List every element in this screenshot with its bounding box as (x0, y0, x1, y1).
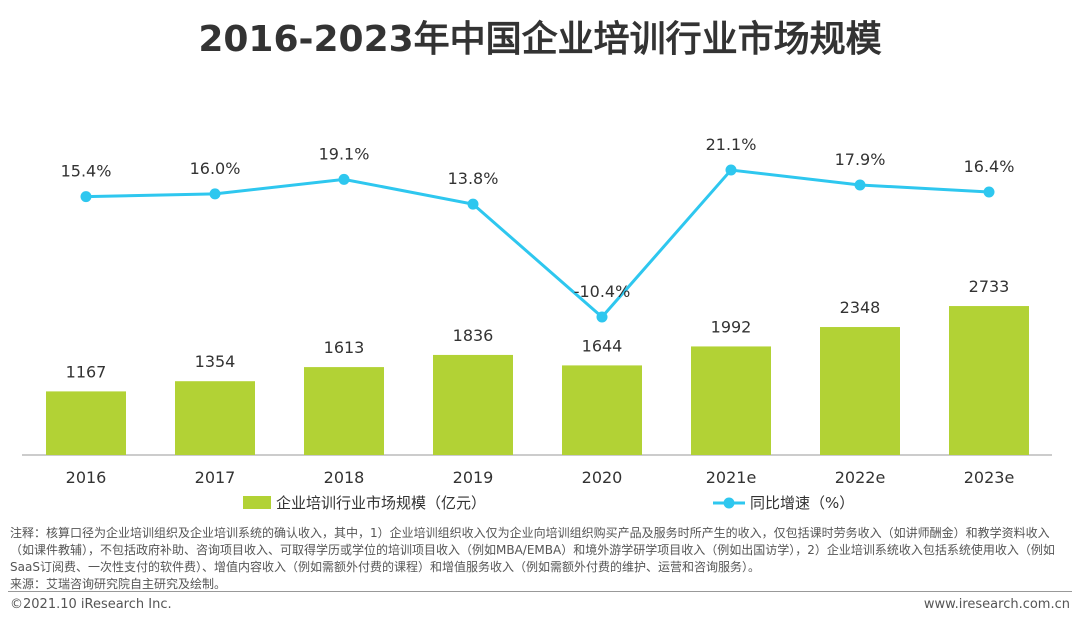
bar-value-label: 2348 (840, 298, 881, 317)
growth-point (596, 311, 608, 323)
bar (175, 381, 255, 455)
growth-value-label: 16.4% (964, 157, 1015, 176)
x-tick-label: 2020 (582, 468, 623, 487)
legend-line-label: 同比增速（%） (750, 494, 854, 512)
growth-value-label: 13.8% (448, 169, 499, 188)
website: www.iresearch.com.cn (923, 597, 1070, 612)
x-tick-label: 2023e (964, 468, 1015, 487)
x-tick-label: 2021e (706, 468, 757, 487)
growth-value-label: 16.0% (190, 159, 241, 178)
bar-value-label: 1836 (453, 326, 494, 345)
divider (8, 591, 1072, 592)
bar (433, 354, 513, 455)
notes-text: 注释：核算口径为企业培训组织及企业培训系统的确认收入，其中，1）企业培训组织收入… (10, 526, 1055, 574)
growth-point (209, 188, 221, 200)
growth-point (80, 191, 92, 203)
growth-value-label: 21.1% (706, 135, 757, 154)
legend-line-marker (723, 497, 735, 509)
x-tick-label: 2017 (195, 468, 236, 487)
copyright: ©2021.10 iResearch Inc. (10, 597, 172, 612)
bar-value-label: 1167 (66, 362, 107, 381)
chart: 1167 2016 1354 2017 1613 2018 1836 2019 1644 2020… (22, 135, 1052, 512)
growth-point (467, 198, 479, 210)
legend-bar-label: 企业培训行业市场规模（亿元） (276, 494, 486, 512)
legend-bar-swatch (243, 496, 271, 509)
notes: 注释：核算口径为企业培训组织及企业培训系统的确认收入，其中，1）企业培训组织收入… (10, 525, 1072, 593)
x-tick-label: 2016 (66, 468, 107, 487)
bar-value-label: 1644 (582, 336, 623, 355)
x-tick-label: 2019 (453, 468, 494, 487)
growth-point (983, 186, 995, 198)
growth-point (725, 164, 737, 176)
growth-value-label: 19.1% (319, 144, 370, 163)
source-text: 来源：艾瑞咨询研究院自主研究及绘制。 (10, 577, 227, 591)
bar-value-label: 1354 (195, 352, 236, 371)
bar (562, 365, 642, 455)
bar-value-label: 1992 (711, 317, 752, 336)
bar (304, 367, 384, 455)
bar (949, 306, 1029, 455)
x-tick-label: 2018 (324, 468, 365, 487)
chart-title: 2016-2023年中国企业培训行业市场规模 (198, 19, 882, 60)
bar (691, 346, 771, 455)
growth-value-label: -10.4% (574, 282, 631, 301)
bar-value-label: 2733 (969, 277, 1010, 296)
x-tick-label: 2022e (835, 468, 886, 487)
bar (46, 391, 126, 455)
bar-value-label: 1613 (324, 338, 365, 357)
growth-value-label: 15.4% (61, 162, 112, 181)
growth-point (854, 179, 866, 191)
bar (820, 327, 900, 455)
growth-point (338, 173, 350, 185)
growth-line (85, 168, 990, 320)
growth-value-label: 17.9% (835, 150, 886, 169)
